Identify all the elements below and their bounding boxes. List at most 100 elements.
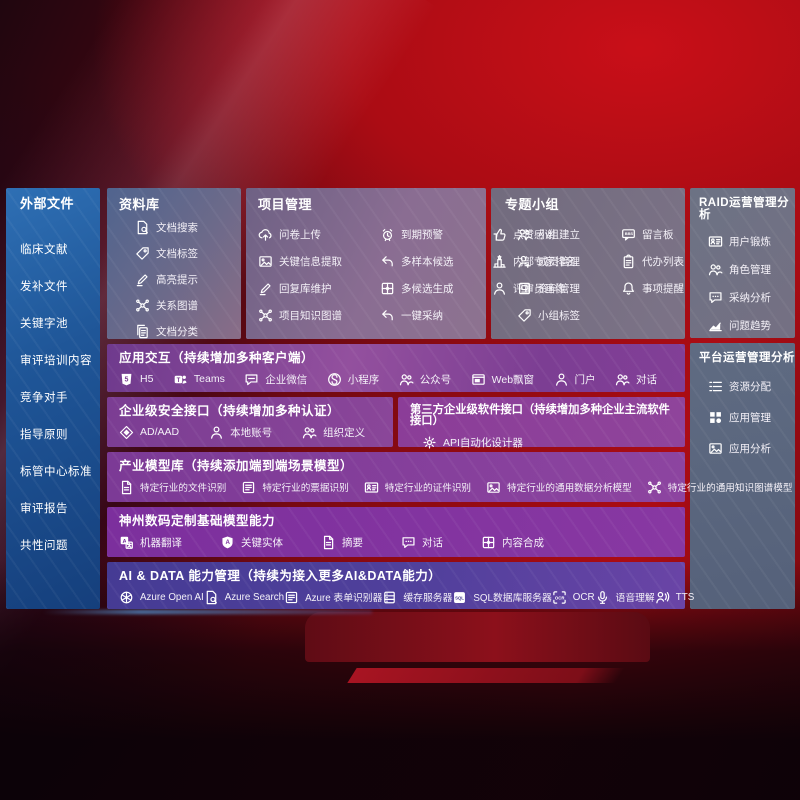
feature-item: 文档搜索 (135, 220, 241, 235)
svg-text:T: T (177, 376, 181, 383)
official-account-icon (399, 372, 414, 387)
feature-label: 采纳分析 (729, 292, 771, 304)
feature-label: 门户 (574, 373, 596, 386)
feature-item: 事项提醒 (621, 275, 685, 302)
thumbs-up-icon (492, 227, 507, 242)
image-icon (708, 441, 723, 456)
feature-label: 资料管理 (538, 283, 580, 295)
tag-icon (135, 246, 150, 261)
row-title: 应用交互（持续增加多种客户端） (119, 351, 315, 365)
background-device-bar (347, 668, 625, 683)
feature-item: Azure Search (204, 590, 284, 605)
album-icon (517, 281, 532, 296)
feature-item: Azure Open AI (119, 590, 204, 605)
feature-label: 特定行业的通用数据分析模型 (507, 483, 632, 494)
reply-arrow-icon (380, 308, 395, 323)
people-icon (302, 425, 317, 440)
feature-item: 小组建立 (517, 221, 621, 248)
feature-item: 文档标签 (135, 246, 241, 261)
pen-icon (258, 281, 273, 296)
feature-label: 问题趋势 (729, 320, 771, 332)
feature-label: 小组建立 (538, 229, 580, 241)
feature-item: 内部专家排名 (492, 248, 576, 275)
feature-item: 特定行业的通用知识图谱模型 (647, 480, 792, 495)
feature-item: 角色管理 (708, 262, 795, 277)
reply-arrow-icon (380, 254, 395, 269)
feature-item: A 关键实体 (220, 535, 283, 550)
graph-icon (647, 480, 662, 495)
feature-item: 问题趋势 (708, 318, 795, 333)
row-title: AI & DATA 能力管理（持续为接入更多AI&DATA能力） (119, 569, 442, 583)
sidebar-item-standards: 标管中心标准 (20, 466, 92, 478)
feature-label: 特定行业的票据识别 (262, 483, 349, 494)
feature-item: 关键信息提取 (258, 248, 380, 275)
svg-text:A: A (122, 538, 126, 544)
mini-program-icon (327, 372, 342, 387)
sidebar-item-review-training: 审评培训内容 (20, 355, 92, 367)
people-icon (517, 227, 532, 242)
feature-item: 本地账号 (209, 425, 272, 440)
row-title: 第三方企业级软件接口（持续增加多种企业主流软件接口） (410, 404, 670, 428)
feature-label: Web飘窗 (491, 373, 535, 386)
feature-item: 成员管理 (517, 248, 621, 275)
feature-item: 高亮提示 (135, 272, 241, 287)
graph-icon (135, 298, 150, 313)
sql-database-icon: SQL (452, 590, 467, 605)
feature-label: 回复库维护 (279, 283, 332, 295)
feature-label: 组织定义 (323, 426, 366, 439)
list-icon (708, 379, 723, 394)
puzzle-icon (481, 535, 496, 550)
feature-item: 资源分配 (708, 379, 795, 394)
feature-label: OCR (572, 591, 595, 603)
alarm-icon (380, 227, 395, 242)
feature-label: Azure Search (224, 591, 285, 603)
feature-item: 对话 (401, 535, 443, 550)
feature-item: 文档分类 (135, 324, 241, 339)
sidebar-item-clinical-literature: 临床文献 (20, 244, 68, 256)
feature-label: TTS (675, 591, 695, 603)
feature-item: 缓存服务器 (382, 590, 452, 605)
feature-label: 角色管理 (729, 264, 771, 276)
feature-label: 小组标签 (538, 310, 580, 322)
feature-label: API自动化设计器 (443, 436, 523, 449)
feature-label: 关系图谱 (156, 300, 198, 312)
feature-label: 内部专家排名 (513, 256, 576, 268)
feature-item: OCR OCR (552, 590, 595, 605)
panel-title: 项目管理 (258, 197, 313, 212)
server-icon (382, 590, 397, 605)
clipboard-icon (621, 254, 636, 269)
feature-item: 企业微信 (244, 372, 307, 387)
feature-item: 特定行业的文件识别 (119, 480, 226, 495)
bell-icon (621, 281, 636, 296)
feature-label: 对话 (422, 536, 443, 549)
feature-item: 一键采纳 (380, 302, 492, 329)
gear-icon (422, 435, 437, 450)
chat-analysis-icon (708, 290, 723, 305)
openai-icon (119, 590, 134, 605)
feature-label: 用户锻炼 (729, 236, 771, 248)
feature-item: 问卷上传 (258, 221, 380, 248)
feature-item: 组织定义 (302, 425, 365, 440)
project-management-panel: 项目管理 问卷上传 关键信息提取 回复库维护 项目知识图谱 到期预警 多样本候选… (246, 188, 576, 339)
dialog-people-icon (615, 372, 630, 387)
feature-label: Teams (193, 373, 225, 385)
document-icon (119, 480, 134, 495)
feature-label: 到期预警 (401, 229, 443, 241)
feature-label: 代办列表 (642, 256, 684, 268)
feature-label: 一键采纳 (401, 310, 443, 322)
feature-label: 小程序 (347, 373, 380, 386)
feature-item: 公众号 (399, 372, 451, 387)
feature-item: 对话 (615, 372, 657, 387)
browser-window-icon (471, 372, 486, 387)
receipt-icon (241, 480, 256, 495)
feature-item: 摘要 (321, 535, 363, 550)
panel-title: 资料库 (119, 197, 160, 212)
row-title: 企业级安全接口（持续增加多种认证） (119, 404, 341, 418)
sidebar-item-supplement-files: 发补文件 (20, 281, 68, 293)
feature-label: 语音理解 (615, 593, 655, 604)
person-icon (209, 425, 224, 440)
feature-item: API自动化设计器 (422, 435, 523, 450)
sidebar-items: 临床文献 发补文件 关键字池 审评培训内容 竞争对手 指导原则 标管中心标准 审… (20, 241, 100, 553)
feature-item: TTS (655, 590, 695, 605)
feature-label: Azure 表单识别器 (305, 593, 383, 604)
